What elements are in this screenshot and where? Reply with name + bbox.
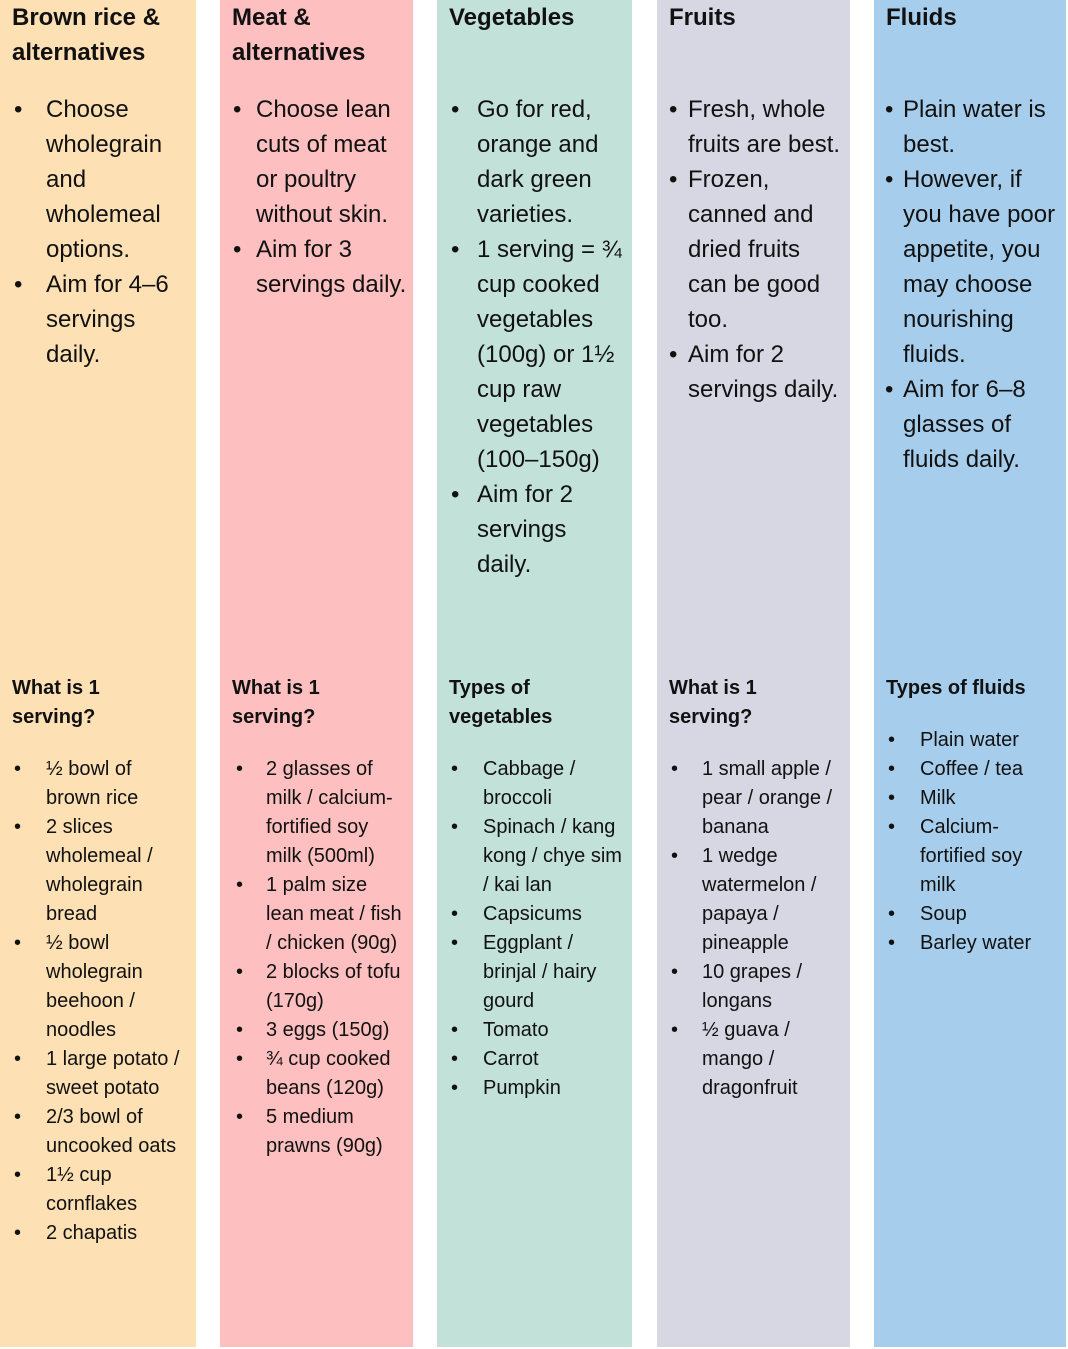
column-title: Brown rice & alternatives xyxy=(12,4,161,66)
serving-item: 2 glasses of milk / calcium-fortified so… xyxy=(236,755,406,871)
serving-list: 2 glasses of milk / calcium-fortified so… xyxy=(236,755,406,1161)
column-vegetables: Vegetables Go for red, orange and dark g… xyxy=(437,0,632,1347)
fluid-item: Soup xyxy=(888,900,1060,929)
fluid-item: Milk xyxy=(888,784,1060,813)
serving-item: 2 slices wholemeal / wholegrain bread xyxy=(14,813,191,929)
fluid-item: Calcium-fortified soy milk xyxy=(888,813,1060,900)
tips-list: Go for red, orange and dark green variet… xyxy=(451,92,627,582)
serving-item: 3 eggs (150g) xyxy=(236,1016,406,1045)
tip-item: However, if you have poor appetite, you … xyxy=(885,162,1063,372)
serving-item: 2 chapatis xyxy=(14,1219,191,1248)
column-grains: Brown rice & alternatives Choose wholegr… xyxy=(0,0,196,1347)
serving-item: ½ guava / mango / dragonfruit xyxy=(671,1016,845,1103)
fluid-item: Barley water xyxy=(888,929,1060,958)
tips-list: Plain water is best. However, if you hav… xyxy=(885,92,1063,477)
section-subheading: Types of vegetables xyxy=(449,677,553,728)
serving-item: ¾ cup cooked beans (120g) xyxy=(236,1045,406,1103)
column-meat: Meat & alternatives Choose lean cuts of … xyxy=(220,0,413,1347)
serving-list: 1 small apple / pear / orange / banana 1… xyxy=(671,755,845,1103)
serving-item: 1 small apple / pear / orange / banana xyxy=(671,755,845,842)
tip-item: Aim for 6–8 glasses of fluids daily. xyxy=(885,372,1063,477)
column-fluids: Fluids Plain water is best. However, if … xyxy=(874,0,1066,1347)
vegetable-types-list: Cabbage / broccoli Spinach / kang kong /… xyxy=(451,755,628,1103)
vegetable-item: Tomato xyxy=(451,1016,628,1045)
vegetable-item: Capsicums xyxy=(451,900,628,929)
tip-item: Go for red, orange and dark green variet… xyxy=(451,92,627,232)
section-subheading: Types of fluids xyxy=(886,677,1026,699)
tip-item: Aim for 4–6 servings daily. xyxy=(14,267,192,372)
column-title: Fluids xyxy=(886,4,957,31)
tip-item: Fresh, whole fruits are best. xyxy=(669,92,845,162)
tip-item: Aim for 3 servings daily. xyxy=(233,232,408,302)
tip-item: Aim for 2 servings daily. xyxy=(669,337,845,407)
vegetable-item: Spinach / kang kong / chye sim / kai lan xyxy=(451,813,628,900)
section-subheading: What is 1 serving? xyxy=(232,677,320,728)
fluid-types-list: Plain water Coffee / tea Milk Calcium-fo… xyxy=(888,726,1060,958)
serving-item: 1 wedge watermelon / papaya / pineapple xyxy=(671,842,845,958)
vegetable-item: Carrot xyxy=(451,1045,628,1074)
serving-item: ½ bowl wholegrain beehoon / noodles xyxy=(14,929,191,1045)
tips-list: Choose wholegrain and wholemeal options.… xyxy=(14,92,192,372)
tip-item: Plain water is best. xyxy=(885,92,1063,162)
tip-item: Choose wholegrain and wholemeal options. xyxy=(14,92,192,267)
column-title: Vegetables xyxy=(449,4,575,31)
serving-item: 2/3 bowl of uncooked oats xyxy=(14,1103,191,1161)
serving-item: 5 medium prawns (90g) xyxy=(236,1103,406,1161)
section-subheading: What is 1 serving? xyxy=(669,677,757,728)
serving-item: 1½ cup cornflakes xyxy=(14,1161,191,1219)
serving-item: 1 palm size lean meat / fish / chicken (… xyxy=(236,871,406,958)
column-title: Meat & alternatives xyxy=(232,4,366,66)
serving-list: ½ bowl of brown rice 2 slices wholemeal … xyxy=(14,755,191,1248)
tip-item: Aim for 2 servings daily. xyxy=(451,477,627,582)
serving-item: ½ bowl of brown rice xyxy=(14,755,191,813)
vegetable-item: Eggplant / brinjal / hairy gourd xyxy=(451,929,628,1016)
tip-item: Frozen, canned and dried fruits can be g… xyxy=(669,162,845,337)
section-subheading: What is 1 serving? xyxy=(12,677,100,728)
serving-item: 10 grapes / longans xyxy=(671,958,845,1016)
fluid-item: Plain water xyxy=(888,726,1060,755)
vegetable-item: Pumpkin xyxy=(451,1074,628,1103)
fluid-item: Coffee / tea xyxy=(888,755,1060,784)
column-title: Fruits xyxy=(669,4,736,31)
vegetable-item: Cabbage / broccoli xyxy=(451,755,628,813)
tip-item: 1 serving = ¾ cup cooked vegetables (100… xyxy=(451,232,627,477)
tips-list: Choose lean cuts of meat or poultry with… xyxy=(233,92,408,302)
tip-item: Choose lean cuts of meat or poultry with… xyxy=(233,92,408,232)
serving-item: 1 large potato / sweet potato xyxy=(14,1045,191,1103)
serving-item: 2 blocks of tofu (170g) xyxy=(236,958,406,1016)
tips-list: Fresh, whole fruits are best. Frozen, ca… xyxy=(669,92,845,407)
column-fruits: Fruits Fresh, whole fruits are best. Fro… xyxy=(657,0,850,1347)
